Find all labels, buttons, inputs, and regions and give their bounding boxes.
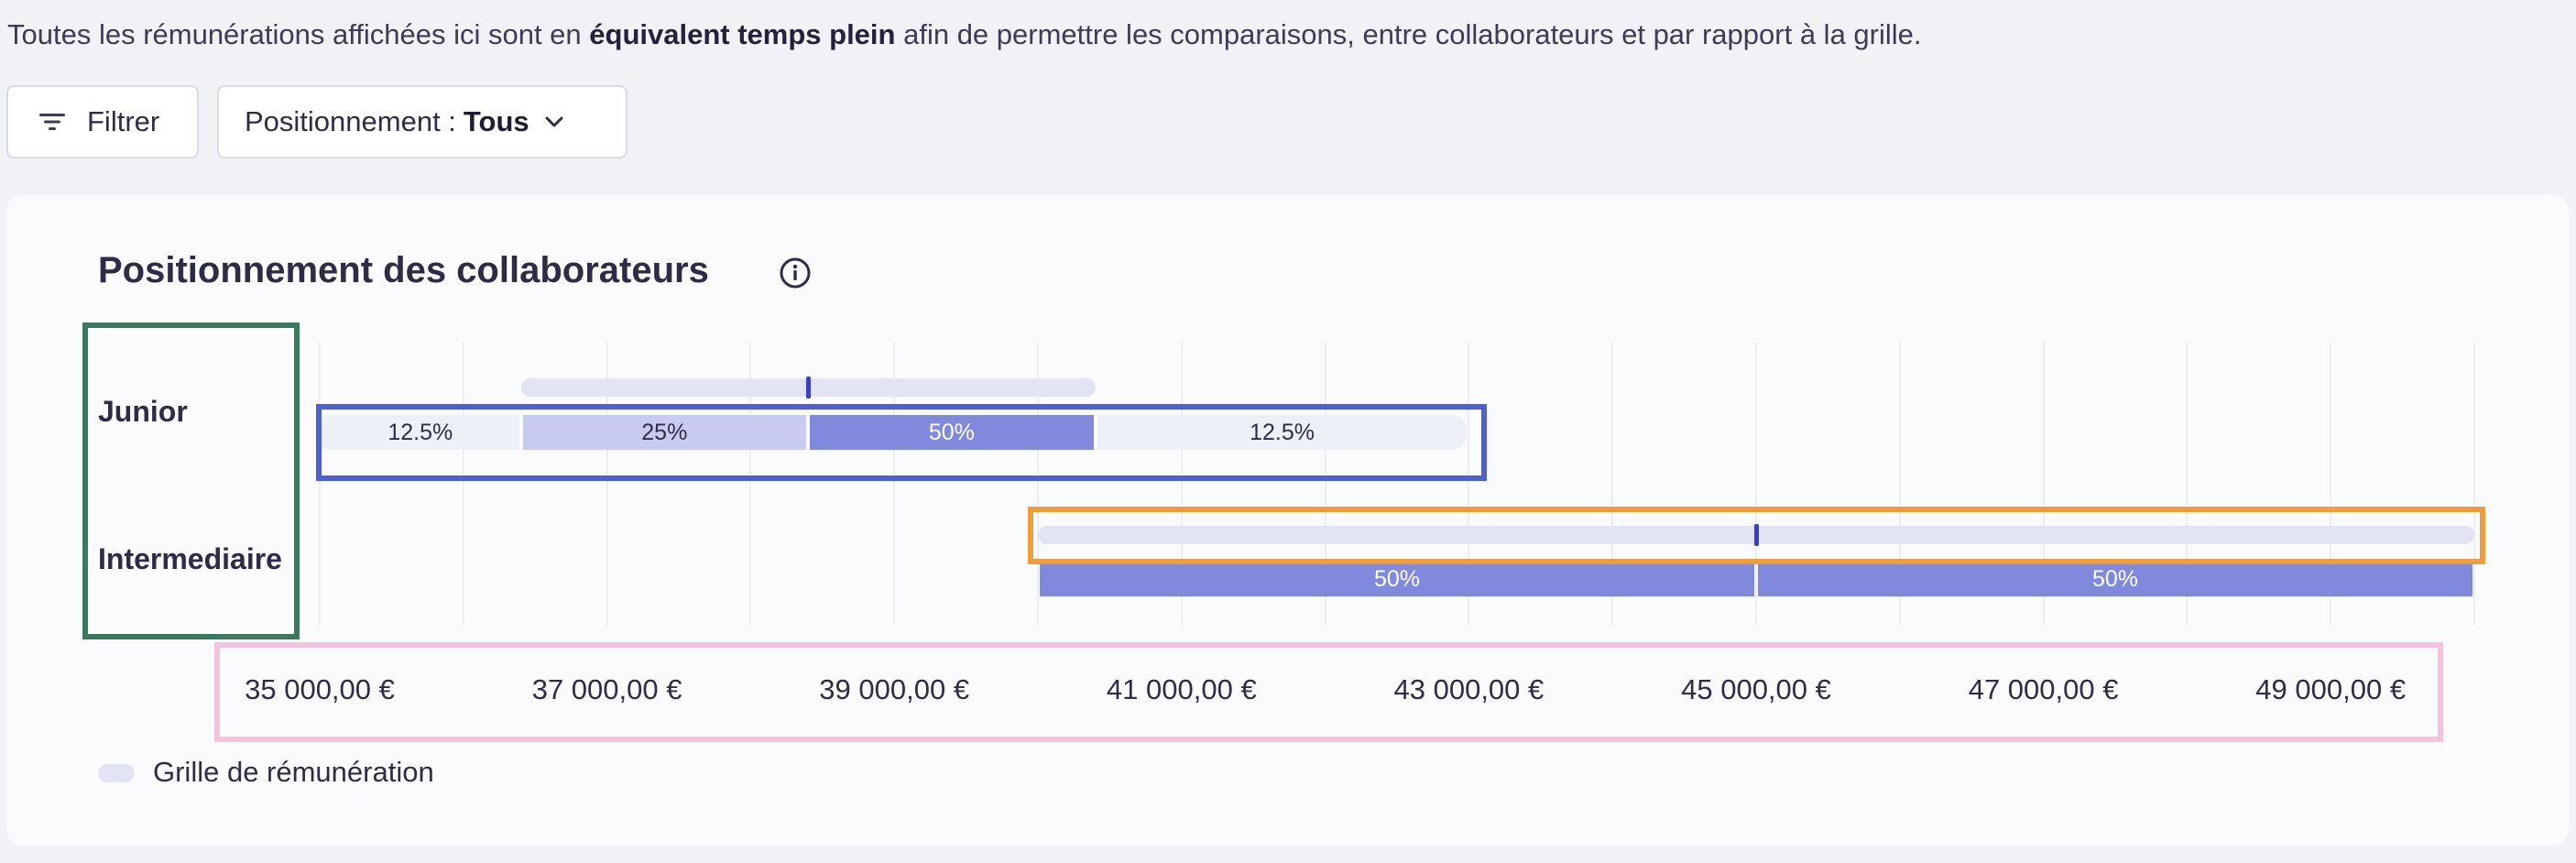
x-tick-label: 45 000,00 € bbox=[1681, 673, 1831, 705]
gridline bbox=[2186, 342, 2189, 626]
positioning-dropdown-label: Positionnement : bbox=[245, 105, 456, 137]
notice-text-start: Toutes les rémunérations affichées ici s… bbox=[7, 18, 590, 50]
x-tick-label: 49 000,00 € bbox=[2255, 673, 2407, 705]
gridline bbox=[1898, 342, 1901, 626]
x-tick-label: 39 000,00 € bbox=[819, 673, 970, 705]
segment-share-label: 12.5% bbox=[387, 419, 453, 445]
x-tick-label: 47 000,00 € bbox=[1968, 673, 2119, 705]
filter-icon bbox=[39, 114, 65, 130]
gridline bbox=[2473, 342, 2475, 626]
gridline bbox=[606, 342, 608, 626]
chevron-down-icon bbox=[545, 116, 563, 127]
x-tick-label: 37 000,00 € bbox=[531, 673, 682, 705]
gridline bbox=[1755, 342, 1757, 626]
info-icon[interactable] bbox=[779, 257, 812, 289]
card-title: Positionnement des collaborateurs bbox=[98, 250, 709, 290]
segment-junior-3[interactable]: 50% bbox=[810, 415, 1094, 450]
x-tick-label: 35 000,00 € bbox=[245, 673, 395, 705]
gridline bbox=[1468, 342, 1470, 626]
gridline bbox=[462, 342, 464, 626]
highlight-row-labels bbox=[82, 322, 300, 639]
gridline bbox=[893, 342, 896, 626]
gridline bbox=[319, 342, 321, 626]
grid-midpoint-intermediaire bbox=[1754, 524, 1759, 546]
row-label-intermediaire: Intermediaire bbox=[98, 542, 282, 575]
segment-junior-4[interactable]: 12.5% bbox=[1097, 415, 1468, 450]
positioning-dropdown[interactable]: Positionnement : Tous bbox=[217, 85, 628, 158]
filter-button[interactable]: Filtrer bbox=[6, 85, 199, 158]
segment-intermediaire-1[interactable]: 50% bbox=[1040, 562, 1754, 596]
segment-share-label: 50% bbox=[928, 419, 975, 445]
highlight-junior-distribution bbox=[316, 404, 1487, 481]
segment-share-label: 50% bbox=[2091, 565, 2139, 592]
legend-label-grid: Grille de rémunération bbox=[153, 756, 434, 788]
segment-intermediaire-2[interactable]: 50% bbox=[1758, 562, 2472, 596]
highlight-intermediaire-grid bbox=[1028, 507, 2485, 564]
segment-share-label: 25% bbox=[641, 419, 688, 445]
gridline bbox=[1037, 342, 1039, 626]
legend-swatch-grid bbox=[98, 764, 135, 782]
notice-text-bold: équivalent temps plein bbox=[589, 18, 896, 50]
grid-midpoint-junior bbox=[806, 377, 812, 399]
gridline bbox=[2042, 342, 2045, 626]
segment-share-label: 12.5% bbox=[1250, 419, 1315, 445]
segment-junior-2[interactable]: 25% bbox=[522, 415, 807, 450]
gridline bbox=[2330, 342, 2332, 626]
notice-text-end: afin de permettre les comparaisons, entr… bbox=[895, 18, 1922, 50]
x-tick-label: 41 000,00 € bbox=[1106, 673, 1257, 705]
gridline bbox=[1324, 342, 1326, 626]
gridline bbox=[1611, 342, 1614, 626]
row-label-junior: Junior bbox=[98, 395, 188, 428]
x-tick-label: 43 000,00 € bbox=[1393, 673, 1545, 705]
filter-button-label: Filtrer bbox=[87, 105, 160, 137]
highlight-x-axis bbox=[214, 642, 2443, 742]
segment-junior-1[interactable]: 12.5% bbox=[322, 415, 519, 450]
segment-share-label: 50% bbox=[1373, 565, 1421, 592]
positioning-dropdown-value: Tous bbox=[463, 105, 529, 137]
gridline bbox=[1180, 342, 1183, 626]
compensation-notice: Toutes les rémunérations affichées ici s… bbox=[7, 18, 1922, 51]
gridline bbox=[749, 342, 752, 626]
